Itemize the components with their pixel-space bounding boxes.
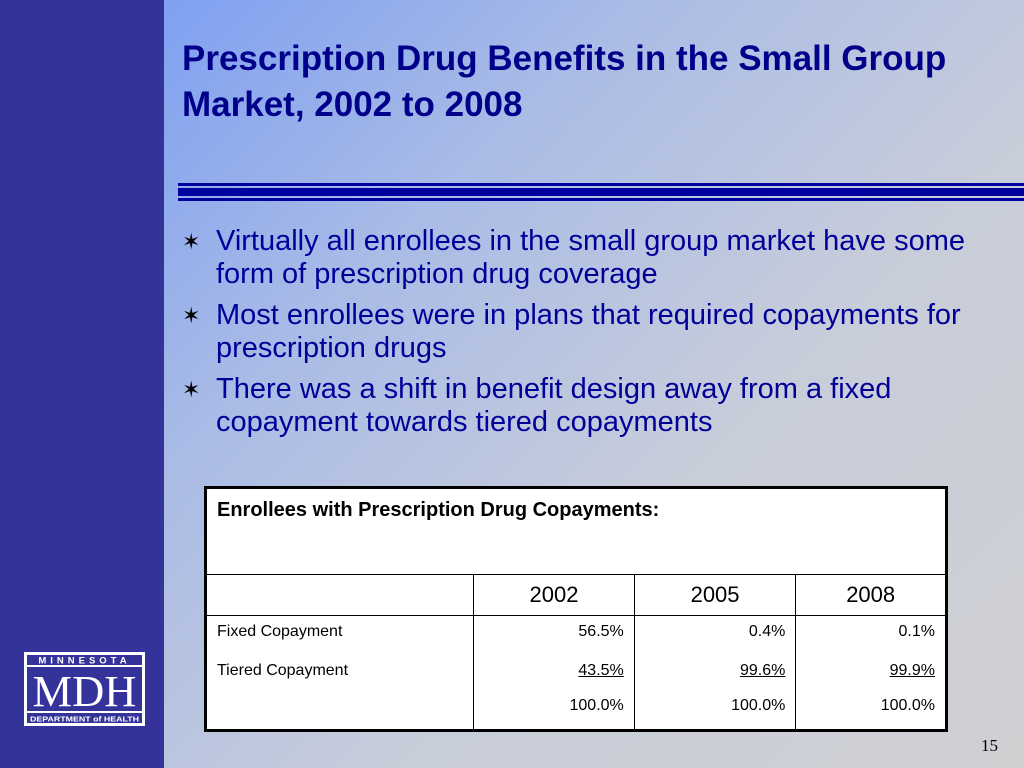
column-2008-values: 0.1% 99.9% 100.0% bbox=[795, 615, 946, 730]
sidebar bbox=[0, 0, 164, 768]
column-header-2005: 2005 bbox=[633, 574, 797, 616]
row-label-tiered: Tiered Copayment bbox=[217, 662, 349, 679]
column-2005-values: 0.4% 99.6% 100.0% bbox=[633, 615, 797, 730]
column-header-2002: 2002 bbox=[473, 574, 635, 616]
column-2002-values: 56.5% 43.5% 100.0% bbox=[473, 615, 635, 730]
copayment-table: Enrollees with Prescription Drug Copayme… bbox=[204, 486, 948, 732]
bullet-text: Most enrollees were in plans that requir… bbox=[216, 299, 961, 364]
star-bullet-icon: ✶ bbox=[182, 377, 201, 402]
cell-tiered-2008: 99.9% bbox=[889, 662, 935, 679]
bullet-item: ✶ There was a shift in benefit design aw… bbox=[182, 373, 1002, 439]
bullet-item: ✶ Most enrollees were in plans that requ… bbox=[182, 299, 1002, 365]
logo-bottom-text: DEPARTMENT of HEALTH bbox=[30, 715, 139, 724]
mdh-logo: MINNESOTA MDH DEPARTMENT of HEALTH bbox=[24, 652, 145, 726]
title-divider bbox=[178, 183, 1024, 201]
slide-title: Prescription Drug Benefits in the Small … bbox=[182, 39, 947, 124]
cell-fixed-2008: 0.1% bbox=[898, 623, 935, 640]
cell-tiered-2005: 99.6% bbox=[739, 662, 786, 679]
bullet-list: ✶ Virtually all enrollees in the small g… bbox=[182, 225, 1002, 447]
header-empty-cell bbox=[205, 574, 475, 616]
cell-total-2002: 100.0% bbox=[569, 697, 624, 714]
page-number: 15 bbox=[981, 736, 998, 755]
star-bullet-icon: ✶ bbox=[182, 303, 201, 328]
table-caption: Enrollees with Prescription Drug Copayme… bbox=[206, 488, 946, 575]
column-header-2008: 2008 bbox=[795, 574, 946, 616]
logo-main-text: MDH bbox=[33, 667, 137, 716]
bullet-item: ✶ Virtually all enrollees in the small g… bbox=[182, 225, 1002, 291]
cell-total-2008: 100.0% bbox=[880, 697, 935, 714]
bullet-text: Virtually all enrollees in the small gro… bbox=[216, 225, 965, 290]
star-bullet-icon: ✶ bbox=[182, 229, 201, 254]
cell-fixed-2002: 56.5% bbox=[578, 623, 624, 640]
cell-fixed-2005: 0.4% bbox=[748, 623, 786, 640]
row-label-fixed: Fixed Copayment bbox=[217, 623, 343, 640]
row-labels-cell: Fixed Copayment Tiered Copayment bbox=[205, 615, 475, 730]
cell-total-2005: 100.0% bbox=[731, 697, 786, 714]
cell-tiered-2002: 43.5% bbox=[578, 662, 624, 679]
bullet-text: There was a shift in benefit design away… bbox=[216, 373, 892, 438]
logo-top-text: MINNESOTA bbox=[38, 656, 130, 667]
